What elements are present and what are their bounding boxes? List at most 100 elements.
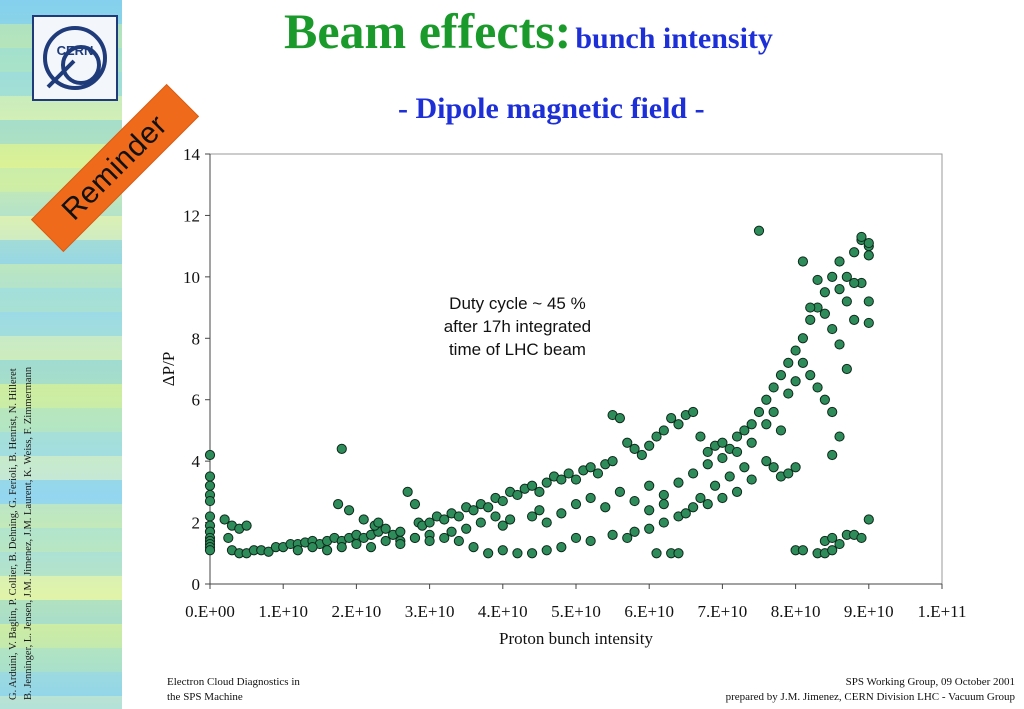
data-point: [827, 545, 838, 556]
data-point: [541, 517, 552, 528]
chart-annotation-line: time of LHC beam: [449, 340, 586, 359]
sidebar-tile: [0, 264, 122, 288]
data-point: [834, 431, 845, 442]
data-point: [834, 284, 845, 295]
data-point: [219, 514, 230, 525]
data-point: [849, 247, 860, 258]
x-axis-label: Proton bunch intensity: [499, 629, 653, 648]
data-point: [223, 532, 234, 544]
data-point: [856, 532, 867, 544]
data-point: [204, 545, 216, 556]
footer-right-line-2: prepared by J.M. Jimenez, CERN Division …: [725, 691, 1015, 703]
data-point: [812, 382, 823, 393]
data-point: [483, 502, 494, 513]
data-point: [307, 542, 318, 553]
data-point: [570, 532, 582, 544]
data-point: [592, 468, 604, 479]
x-tick-label: 2.E+10: [332, 602, 382, 621]
data-point: [446, 526, 457, 537]
data-point: [724, 471, 735, 482]
data-point: [336, 443, 347, 454]
data-point: [585, 492, 596, 504]
data-point: [680, 508, 691, 519]
data-point: [768, 406, 779, 418]
data-point: [753, 225, 765, 236]
data-point: [731, 431, 743, 442]
x-tick-label: 4.E+10: [478, 602, 528, 621]
data-point: [841, 363, 852, 375]
footer-right-line-1: SPS Working Group, 09 October 2001: [845, 676, 1015, 688]
data-point: [775, 370, 787, 381]
data-point: [841, 296, 852, 307]
svg-text:CERN: CERN: [57, 43, 94, 58]
data-point: [541, 545, 552, 556]
slide-title: Beam effects: bunch intensity: [284, 2, 773, 60]
data-point: [644, 480, 655, 491]
y-tick-label: 4: [192, 452, 201, 471]
footer-left-line-2: the SPS Machine: [167, 691, 243, 703]
data-point: [731, 486, 743, 497]
data-point: [505, 514, 516, 525]
data-point: [358, 514, 369, 525]
data-point: [812, 274, 823, 286]
data-point: [849, 314, 860, 325]
sidebar-tile: [0, 696, 122, 709]
data-point: [468, 505, 479, 516]
data-point: [644, 505, 655, 516]
data-point: [204, 480, 216, 491]
data-point: [351, 538, 362, 550]
data-point: [570, 499, 582, 510]
data-point: [292, 545, 303, 556]
sidebar-tile: [0, 288, 122, 312]
data-point: [570, 474, 582, 485]
data-point: [827, 271, 838, 282]
data-point: [475, 517, 486, 528]
data-point: [526, 548, 538, 559]
data-point: [644, 440, 655, 451]
data-point: [834, 538, 845, 550]
chart-annotation-line: after 17h integrated: [444, 317, 591, 336]
data-point: [775, 425, 787, 436]
data-point: [841, 271, 852, 282]
data-point: [651, 431, 662, 442]
cern-logo-icon: CERN: [43, 26, 107, 90]
sidebar-tile: [0, 408, 122, 432]
x-tick-label: 1.E+11: [917, 602, 966, 621]
data-point: [585, 462, 596, 473]
data-point: [753, 406, 765, 418]
data-point: [497, 545, 508, 556]
data-point: [461, 523, 472, 534]
data-point: [746, 474, 757, 485]
data-point: [614, 413, 626, 424]
data-point: [797, 545, 809, 556]
data-point: [526, 511, 538, 522]
data-point: [204, 511, 216, 522]
data-point: [849, 277, 860, 289]
data-point: [797, 333, 809, 344]
data-point: [768, 382, 779, 393]
data-point: [629, 526, 640, 537]
data-point: [556, 474, 567, 485]
data-point: [439, 532, 450, 544]
sidebar-tile: [0, 336, 122, 360]
y-tick-label: 14: [183, 145, 201, 164]
data-point: [490, 511, 501, 522]
data-point: [263, 546, 274, 557]
data-point: [585, 535, 596, 547]
sidebar-tile: [0, 360, 122, 384]
data-point: [863, 237, 874, 249]
data-point: [827, 323, 838, 335]
data-point: [834, 256, 845, 267]
data-point: [622, 532, 633, 544]
data-point: [424, 517, 435, 528]
data-point: [556, 542, 567, 553]
data-point: [439, 514, 450, 525]
data-point: [717, 437, 728, 448]
data-point: [453, 511, 464, 522]
data-point: [695, 431, 706, 442]
data-point: [204, 471, 216, 482]
data-point: [709, 480, 721, 491]
sidebar-tile: [0, 504, 122, 528]
data-point: [395, 526, 406, 537]
data-point: [673, 477, 684, 488]
